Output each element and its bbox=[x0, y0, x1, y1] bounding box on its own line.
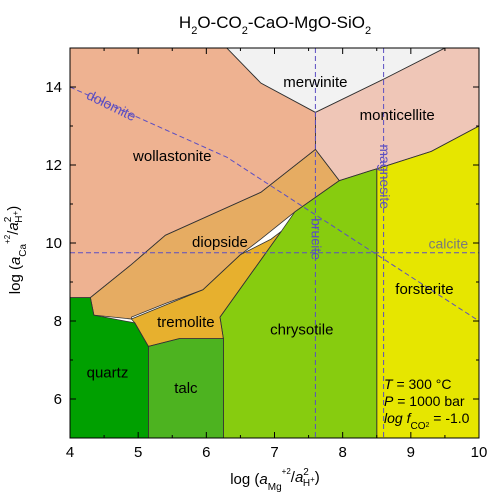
label-merwinite: merwinite bbox=[283, 74, 347, 91]
label-calcite: calcite bbox=[428, 236, 468, 252]
x-tick-label: 7 bbox=[270, 444, 278, 461]
x-tick-label: 5 bbox=[134, 444, 142, 461]
boundary-diopside bbox=[89, 148, 340, 320]
condition-temperature: T = 300 °C bbox=[384, 376, 451, 392]
x-axis-label: log (aMg+2/a2 H+) bbox=[230, 467, 320, 493]
saturation-lines bbox=[70, 48, 479, 438]
conditions-annotation: T = 300 °C P = 1000 bar log fCO2 = -1.0 bbox=[384, 376, 470, 432]
y-axis-label: log (aCa+2/a2H+) bbox=[3, 206, 29, 294]
y-tick-label: 6 bbox=[54, 391, 62, 408]
label-tremolite: tremolite bbox=[157, 314, 215, 331]
label-quartz: quartz bbox=[87, 365, 129, 382]
field-tremolite bbox=[131, 231, 282, 347]
field-chrysotile bbox=[220, 168, 377, 438]
label-monticellite: monticellite bbox=[360, 107, 435, 124]
y-tick-label: 8 bbox=[54, 313, 62, 330]
label-diopside: diopside bbox=[192, 234, 248, 251]
label-chrysotile: chrysotile bbox=[270, 322, 333, 339]
chart-title: H2O-CO2-CaO-MgO-SiO2 bbox=[179, 13, 371, 37]
label-talc: talc bbox=[174, 380, 198, 397]
stability-fields bbox=[70, 48, 479, 438]
label-brucite: brucite bbox=[309, 218, 325, 260]
y-tick-label: 14 bbox=[45, 79, 62, 96]
boundary-quartz bbox=[70, 297, 149, 438]
label-magnesite: magnesite bbox=[377, 144, 393, 209]
x-tick-label: 8 bbox=[338, 444, 346, 461]
field-forsterite bbox=[376, 126, 479, 438]
label-forsterite: forsterite bbox=[395, 281, 453, 298]
field-quartz bbox=[70, 297, 149, 438]
line-dolomite bbox=[70, 86, 479, 322]
y-tick-label: 12 bbox=[45, 157, 62, 174]
x-tick-label: 6 bbox=[202, 444, 210, 461]
axes: 4 5 6 7 8 9 10 6 8 10 12 14 bbox=[45, 47, 488, 461]
label-wollastonite: wollastonite bbox=[132, 148, 211, 165]
x-tick-label: 9 bbox=[407, 444, 415, 461]
field-talc bbox=[148, 338, 224, 438]
x-tick-label: 4 bbox=[66, 444, 74, 461]
condition-pressure: P = 1000 bar bbox=[384, 393, 465, 409]
field-boundaries bbox=[70, 48, 479, 438]
field-wollastonite bbox=[70, 48, 316, 298]
field-diopside bbox=[90, 149, 340, 319]
boundary-forsterite bbox=[376, 125, 479, 438]
y-tick-label: 10 bbox=[45, 235, 62, 252]
condition-fco2: log fCO2 = -1.0 bbox=[384, 410, 470, 432]
field-merwinite bbox=[226, 48, 445, 113]
x-tick-label: 10 bbox=[471, 444, 488, 461]
